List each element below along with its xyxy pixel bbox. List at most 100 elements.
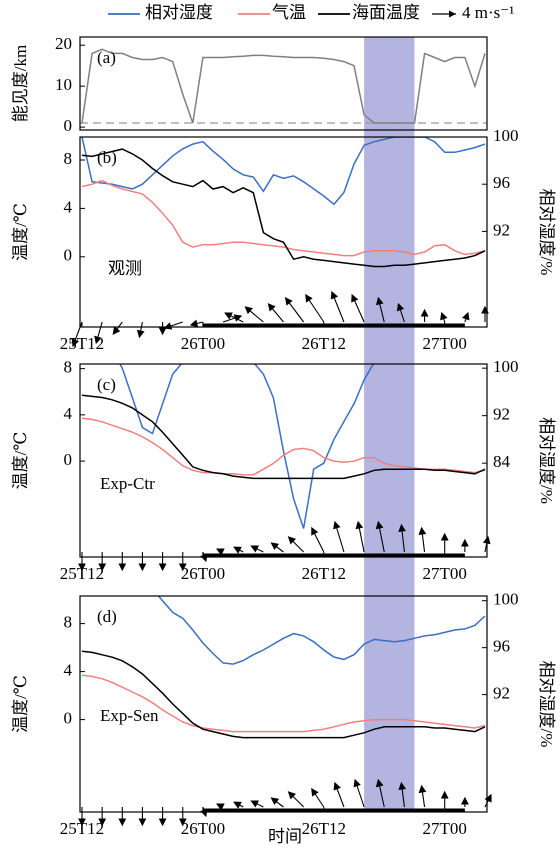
wind-arrow: [396, 302, 405, 323]
wind-arrow: [178, 806, 187, 827]
series-line: [119, 364, 375, 529]
panel-annotation: 观测: [108, 259, 142, 278]
panel-label: (a): [97, 48, 116, 67]
wind-arrow: [311, 787, 325, 808]
wind-arrow: [311, 526, 325, 553]
wind-arrow: [418, 784, 427, 808]
y2-axis-label: 相对湿度/%: [537, 417, 556, 504]
legend-wind-head: [449, 10, 456, 18]
wind-arrow: [233, 801, 244, 809]
y2-tick-label: 92: [493, 684, 510, 703]
wind-arrow: [284, 297, 305, 323]
wind-arrow: [484, 793, 492, 808]
series-line: [81, 650, 486, 739]
wind-arrow: [118, 807, 127, 827]
y2-tick-label: 92: [493, 405, 510, 424]
x-tick-label: 27T00: [423, 564, 467, 583]
wind-arrow: [398, 523, 406, 553]
wind-arrow: [270, 797, 284, 808]
series-line: [81, 394, 486, 480]
wind-arrow: [78, 552, 86, 572]
y-tick-label: 20: [55, 34, 72, 53]
series-line: [81, 137, 486, 206]
panel-frame: [79, 136, 488, 328]
y-tick-label: 4: [64, 661, 73, 680]
y-tick-label: 8: [64, 613, 73, 632]
wind-arrow: [78, 807, 86, 827]
y2-tick-label: 92: [493, 220, 510, 239]
wind-arrow: [233, 546, 244, 554]
y-axis-label: 温度/℃: [11, 675, 30, 733]
y2-tick-label: 96: [493, 637, 510, 656]
panel-label: (c): [97, 375, 116, 394]
wind-arrow: [375, 778, 385, 808]
wind-arrow: [355, 520, 365, 553]
wind-arrow: [250, 800, 264, 808]
wind-arrow: [376, 296, 385, 323]
wind-arrow: [440, 532, 449, 552]
panel-label: (b): [97, 148, 117, 167]
wind-arrow: [94, 321, 103, 345]
x-tick-label: 26T12: [302, 564, 346, 583]
wind-arrow: [287, 791, 305, 808]
wind-arrow: [351, 293, 365, 323]
y-axis-label: 温度/℃: [11, 203, 30, 261]
wind-arrow: [216, 803, 225, 811]
panel-frame: [79, 363, 488, 558]
plot-area: [81, 596, 486, 739]
wind-arrow: [418, 526, 427, 553]
plot-area: [81, 364, 486, 529]
x-axis-label: 时间: [268, 827, 302, 846]
legend-label: 气温: [272, 3, 306, 22]
wind-arrow: [305, 293, 325, 323]
wind-arrow: [163, 321, 183, 330]
wind-arrow: [462, 311, 470, 323]
x-tick-label: 27T00: [423, 334, 467, 353]
y2-axis-label: 相对湿度/%: [537, 661, 556, 748]
x-tick-label: 26T00: [181, 564, 225, 583]
wind-arrow: [158, 552, 167, 572]
y2-tick-label: 100: [493, 590, 519, 609]
wind-arrow: [398, 781, 407, 808]
series-line: [81, 148, 486, 268]
y-tick-label: 8: [64, 149, 73, 168]
wind-arrow: [136, 321, 145, 339]
x-tick-label: 25T12: [60, 564, 104, 583]
wind-arrow: [112, 321, 123, 335]
plot-area: [80, 48, 487, 124]
wind-arrow: [333, 781, 345, 808]
wind-arrow: [98, 806, 107, 827]
series-line: [157, 596, 486, 665]
wind-arrow: [216, 548, 225, 556]
y2-tick-label: 100: [493, 357, 519, 376]
wind-arrow: [375, 520, 385, 553]
y-axis-label: 能见度/km: [11, 45, 30, 122]
wind-arrow: [158, 807, 167, 827]
wind-arrow: [138, 806, 147, 827]
panel-annotation: Exp-Ctr: [100, 474, 155, 493]
y2-tick-label: 96: [493, 173, 510, 192]
y2-tick-label: 84: [493, 452, 511, 471]
y-tick-label: 4: [64, 404, 73, 423]
wind-arrow: [270, 542, 284, 553]
wind-arrow: [287, 536, 305, 553]
wind-arrow: [333, 520, 345, 553]
wind-arrow: [189, 319, 204, 328]
wind-arrow: [440, 790, 449, 807]
y2-tick-label: 100: [493, 126, 519, 145]
wind-arrow: [420, 308, 429, 323]
wind-arrow: [138, 551, 147, 572]
y-tick-label: 0: [64, 450, 73, 469]
wind-arrow: [330, 290, 345, 323]
x-tick-label: 26T00: [181, 819, 225, 838]
wind-arrow: [98, 551, 107, 572]
legend-label: 海面温度: [352, 3, 420, 22]
x-tick-label: 26T00: [181, 334, 225, 353]
legend-label: 相对湿度: [145, 3, 213, 22]
wind-arrow: [461, 796, 469, 808]
panel-label: (d): [97, 607, 117, 626]
panel-frame: [79, 36, 488, 131]
wind-arrow: [440, 311, 448, 323]
wind-arrow: [244, 306, 264, 323]
